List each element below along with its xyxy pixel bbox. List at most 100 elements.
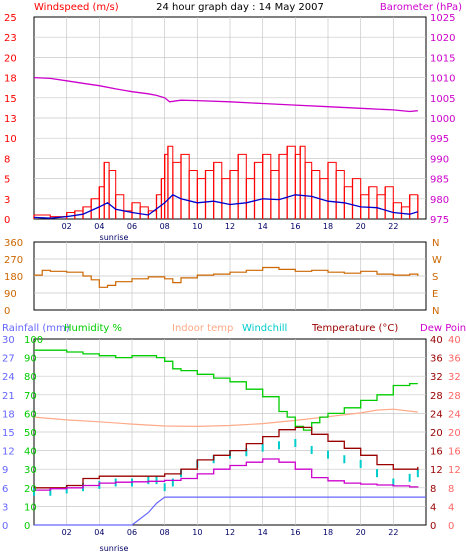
direction-degree-tick: 0 bbox=[4, 306, 10, 317]
rainfall-tick: 12 bbox=[2, 447, 15, 458]
windspeed-tick: 3 bbox=[4, 195, 10, 206]
rainfall-axis-label: Rainfall (mm) bbox=[2, 323, 70, 334]
rainfall-tick: 9 bbox=[2, 465, 8, 476]
indoor-temp-line bbox=[33, 408, 418, 428]
windspeed-tick: 0 bbox=[4, 215, 10, 226]
barometer-tick: 985 bbox=[430, 175, 449, 186]
compass-tick: N bbox=[432, 238, 439, 249]
hour-tick-top: 12 bbox=[225, 222, 235, 231]
windspeed-tick: 13 bbox=[4, 114, 17, 125]
direction-degree-tick: 270 bbox=[4, 255, 23, 266]
hour-tick-bottom: 20 bbox=[356, 528, 366, 537]
temperature-tick-left: 28 bbox=[430, 391, 443, 402]
sunrise-label-bottom: sunrise bbox=[100, 544, 129, 553]
indoor-temp-label: Indoor temp bbox=[172, 323, 233, 334]
humidity-tick: 100 bbox=[24, 335, 43, 346]
barometer-tick: 1015 bbox=[430, 53, 455, 64]
wind-average-line bbox=[33, 194, 418, 219]
hour-tick-top: 06 bbox=[127, 222, 137, 231]
barometer-tick: 980 bbox=[430, 195, 449, 206]
hour-tick-top: 18 bbox=[323, 222, 333, 231]
dewpoint-label: Dew Point bbox=[420, 323, 466, 334]
barometer-tick: 1010 bbox=[430, 74, 455, 85]
wind-gust-line bbox=[34, 145, 418, 218]
sunrise-label-top: sunrise bbox=[100, 233, 129, 242]
humidity-tick: 80 bbox=[24, 372, 37, 383]
rainfall-tick: 6 bbox=[2, 484, 8, 495]
direction-degree-tick: 180 bbox=[4, 272, 23, 283]
windspeed-tick: 23 bbox=[4, 33, 17, 44]
hour-tick-bottom: 08 bbox=[160, 528, 170, 537]
barometer-tick: 1000 bbox=[430, 114, 455, 125]
hour-tick-bottom: 06 bbox=[127, 528, 137, 537]
hour-tick-top: 16 bbox=[290, 222, 300, 231]
humidity-tick: 20 bbox=[24, 484, 37, 495]
temperature-tick-right: 8 bbox=[448, 484, 454, 495]
hour-tick-top: 22 bbox=[388, 222, 398, 231]
temperature-tick-left: 0 bbox=[430, 521, 436, 532]
compass-tick: E bbox=[432, 289, 438, 300]
windspeed-tick: 25 bbox=[4, 13, 17, 24]
temperature-tick-left: 24 bbox=[430, 409, 443, 420]
rainfall-tick: 30 bbox=[2, 335, 15, 346]
temperature-tick-right: 4 bbox=[448, 502, 454, 513]
temperature-tick-right: 20 bbox=[448, 428, 461, 439]
humidity-tick: 50 bbox=[24, 428, 37, 439]
dewpoint-line bbox=[34, 458, 419, 491]
temperature-tick-left: 20 bbox=[430, 428, 443, 439]
humidity-line bbox=[34, 349, 418, 431]
humidity-axis-label: Humidity % bbox=[64, 323, 122, 334]
hour-tick-top: 04 bbox=[94, 222, 104, 231]
humidity-tick: 60 bbox=[24, 409, 37, 420]
direction-degree-tick: 360 bbox=[4, 238, 23, 249]
graph-title: 24 hour graph day : 14 May 2007 bbox=[156, 2, 324, 13]
temperature-tick-left: 40 bbox=[430, 335, 443, 346]
temperature-tick-right: 40 bbox=[448, 335, 461, 346]
barometer-tick: 975 bbox=[430, 215, 449, 226]
hour-tick-top: 08 bbox=[160, 222, 170, 231]
hour-tick-bottom: 10 bbox=[192, 528, 202, 537]
rainfall-tick: 24 bbox=[2, 372, 15, 383]
barometer-tick: 990 bbox=[430, 154, 449, 165]
hour-tick-bottom: 04 bbox=[94, 528, 104, 537]
barometer-line bbox=[33, 76, 418, 113]
humidity-tick: 0 bbox=[24, 521, 30, 532]
rainfall-tick: 0 bbox=[2, 521, 8, 532]
rainfall-tick: 3 bbox=[2, 502, 8, 513]
temperature-tick-left: 36 bbox=[430, 354, 443, 365]
humidity-tick: 70 bbox=[24, 391, 37, 402]
hour-tick-top: 20 bbox=[356, 222, 366, 231]
rainfall-line bbox=[34, 496, 426, 526]
hour-tick-bottom: 14 bbox=[258, 528, 268, 537]
hour-tick-bottom: 22 bbox=[388, 528, 398, 537]
temperature-tick-right: 28 bbox=[448, 391, 461, 402]
hour-tick-bottom: 18 bbox=[323, 528, 333, 537]
barometer-axis-label: Barometer (hPa) bbox=[380, 2, 462, 13]
compass-tick: N bbox=[432, 306, 439, 317]
temperature-tick-left: 4 bbox=[430, 502, 436, 513]
temperature-tick-left: 12 bbox=[430, 465, 443, 476]
direction-degree-tick: 90 bbox=[4, 289, 17, 300]
hour-tick-bottom: 02 bbox=[62, 528, 72, 537]
barometer-tick: 1025 bbox=[430, 13, 455, 24]
humidity-tick: 30 bbox=[24, 465, 37, 476]
hour-tick-top: 02 bbox=[62, 222, 72, 231]
barometer-tick: 995 bbox=[430, 134, 449, 145]
windchill-label: Windchill bbox=[242, 323, 287, 334]
wind-direction-line bbox=[34, 266, 419, 288]
temperature-tick-right: 36 bbox=[448, 354, 461, 365]
temperature-tick-left: 8 bbox=[430, 484, 436, 495]
windspeed-tick: 15 bbox=[4, 94, 17, 105]
windspeed-tick: 20 bbox=[4, 53, 17, 64]
compass-tick: S bbox=[432, 272, 438, 283]
temperature-axis-label: Temperature (°C) bbox=[311, 323, 398, 334]
barometer-tick: 1005 bbox=[430, 94, 455, 105]
compass-tick: W bbox=[432, 255, 442, 266]
temperature-tick-right: 16 bbox=[448, 447, 461, 458]
temperature-tick-left: 32 bbox=[430, 372, 443, 383]
rainfall-tick: 27 bbox=[2, 354, 15, 365]
temperature-tick-right: 24 bbox=[448, 409, 461, 420]
humidity-tick: 40 bbox=[24, 447, 37, 458]
humidity-tick: 10 bbox=[24, 502, 37, 513]
